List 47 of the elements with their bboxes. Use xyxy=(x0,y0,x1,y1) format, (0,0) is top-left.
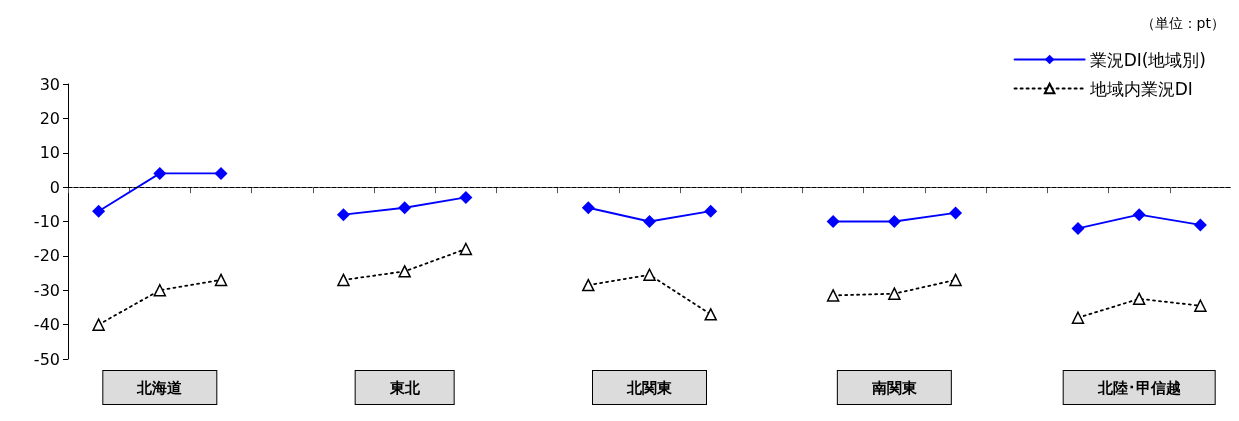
point xyxy=(643,215,656,228)
point xyxy=(826,289,840,302)
point xyxy=(92,318,105,331)
x-tick-label: 東北 xyxy=(388,378,421,397)
point xyxy=(1132,208,1146,222)
point xyxy=(704,308,717,321)
point xyxy=(581,201,595,215)
point xyxy=(643,268,656,282)
point xyxy=(459,242,473,256)
point xyxy=(153,166,167,180)
point xyxy=(1071,221,1085,235)
y-tick-label: -30 xyxy=(33,280,60,300)
x-tick-label: 南関東 xyxy=(870,378,918,397)
point xyxy=(1193,218,1207,232)
point xyxy=(92,204,106,218)
point xyxy=(1194,299,1207,312)
x-tick-label: 北関東 xyxy=(626,378,673,397)
point xyxy=(398,265,411,278)
point xyxy=(459,190,473,204)
y-tick-label: -40 xyxy=(33,315,60,335)
y-tick-label: -10 xyxy=(33,212,60,231)
point xyxy=(582,278,595,292)
point xyxy=(336,208,350,222)
y-tick-label: 0 xyxy=(49,177,60,197)
point xyxy=(214,166,228,180)
legend-label: 業況DI(地域別) xyxy=(1089,49,1207,70)
y-tick-label: -50 xyxy=(33,349,60,369)
point xyxy=(153,284,167,297)
point xyxy=(949,273,962,287)
y-tick-label: 10 xyxy=(39,143,60,163)
point xyxy=(1071,311,1085,324)
y-tick-label: 20 xyxy=(39,108,60,128)
text: （単位：pt） xyxy=(1140,15,1226,31)
point xyxy=(888,287,901,300)
point xyxy=(214,273,228,287)
x-tick-label: 北海道 xyxy=(136,378,184,397)
point xyxy=(337,273,350,287)
point xyxy=(826,215,840,228)
point xyxy=(704,204,718,218)
point xyxy=(398,201,412,215)
legend-label: 地域内業況DI xyxy=(1088,78,1193,99)
y-tick-label: -20 xyxy=(33,246,60,266)
point xyxy=(949,206,963,220)
point xyxy=(1132,292,1146,306)
y-tick-label: 30 xyxy=(39,74,60,94)
x-tick-label: 北陸･甲信越 xyxy=(1096,378,1181,397)
point xyxy=(887,215,901,228)
